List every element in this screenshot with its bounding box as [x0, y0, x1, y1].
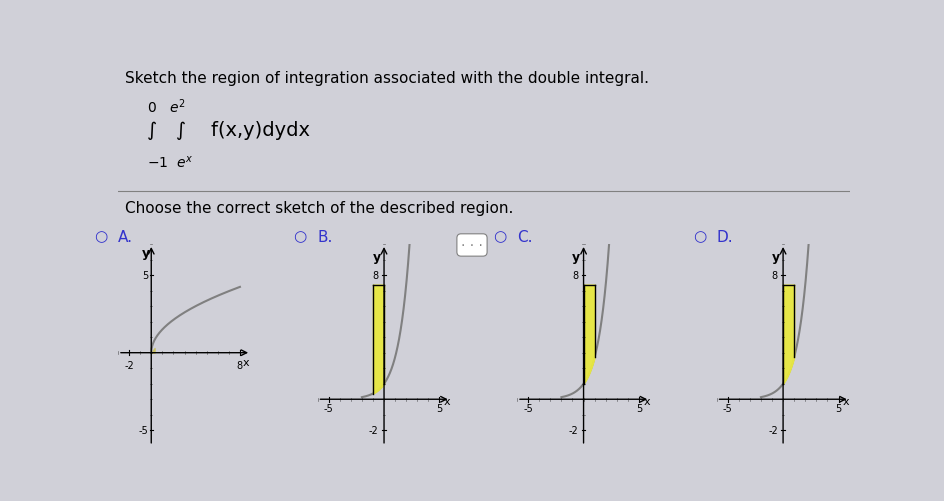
Text: 5: 5 [835, 403, 842, 413]
Text: 5: 5 [436, 403, 443, 413]
Text: 8: 8 [771, 271, 778, 281]
Text: −1  $e^x$: −1 $e^x$ [147, 154, 194, 170]
Text: -2: -2 [568, 425, 579, 435]
Text: y: y [142, 247, 149, 260]
Text: ○: ○ [493, 228, 506, 243]
Text: 5: 5 [143, 271, 148, 281]
Text: Choose the correct sketch of the described region.: Choose the correct sketch of the describ… [126, 201, 514, 216]
Text: y: y [572, 250, 581, 264]
Text: -2: -2 [369, 425, 379, 435]
Text: C.: C. [517, 229, 532, 244]
Text: 8: 8 [572, 271, 579, 281]
Text: ○: ○ [294, 228, 307, 243]
Text: B.: B. [317, 229, 333, 244]
Text: -2: -2 [125, 360, 134, 370]
Text: -2: -2 [768, 425, 778, 435]
Text: -5: -5 [324, 403, 333, 413]
Text: x: x [444, 396, 450, 406]
Text: x: x [644, 396, 650, 406]
Text: Sketch the region of integration associated with the double integral.: Sketch the region of integration associa… [126, 71, 649, 86]
Text: ○: ○ [693, 228, 706, 243]
Text: 8: 8 [373, 271, 379, 281]
Text: A.: A. [118, 229, 133, 244]
Text: -5: -5 [523, 403, 533, 413]
Text: y: y [373, 250, 380, 264]
Text: y: y [771, 250, 780, 264]
Text: D.: D. [716, 229, 733, 244]
Text: · · ·: · · · [461, 238, 483, 253]
Text: -5: -5 [139, 425, 148, 435]
Text: -5: -5 [723, 403, 733, 413]
Text: 8: 8 [237, 360, 243, 370]
Text: 5: 5 [636, 403, 642, 413]
Text: x: x [843, 396, 850, 406]
Text: ○: ○ [94, 228, 108, 243]
Text: ∫   ∫    f(x,y)dydx: ∫ ∫ f(x,y)dydx [147, 121, 311, 139]
Text: 0   $e^2$: 0 $e^2$ [147, 98, 186, 116]
Text: x: x [243, 357, 249, 367]
